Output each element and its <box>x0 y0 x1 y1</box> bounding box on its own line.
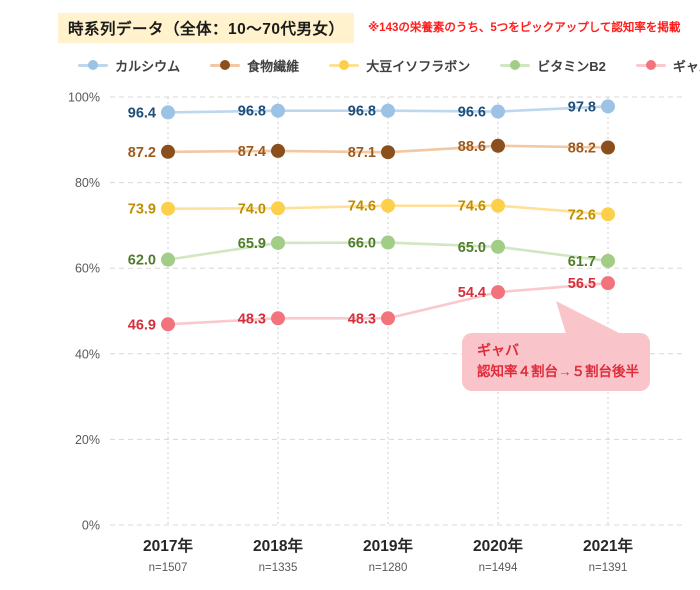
x-label-2019年: 2019年 <box>363 536 413 555</box>
legend-label: カルシウム <box>115 58 181 74</box>
y-tick-0: 0% <box>82 519 100 533</box>
value-label-gaba-2021年: 56.5 <box>568 276 596 292</box>
legend-line-icon <box>500 60 531 70</box>
value-label-calcium-2020年: 96.6 <box>458 105 486 121</box>
point-calcium-2018年 <box>271 103 285 118</box>
value-label-gaba-2020年: 54.4 <box>458 285 486 301</box>
legend-item-vitaminb2: ビタミンB2 <box>500 56 606 75</box>
value-label-isoflavone-2019年: 74.6 <box>348 199 376 215</box>
point-fiber-2021年 <box>601 140 615 155</box>
value-label-fiber-2020年: 88.6 <box>458 139 486 155</box>
point-gaba-2018年 <box>271 311 285 326</box>
point-vitaminb2-2019年 <box>381 235 395 250</box>
value-label-calcium-2017年: 96.4 <box>128 105 156 121</box>
legend: カルシウム 食物繊維 大豆イソフラボン ビタミンB2 ギャバ <box>78 55 700 75</box>
point-fiber-2018年 <box>271 143 285 158</box>
value-label-vitaminb2-2018年: 65.9 <box>238 236 266 252</box>
point-gaba-2021年 <box>601 276 615 291</box>
value-label-isoflavone-2017年: 73.9 <box>128 202 156 218</box>
value-label-isoflavone-2020年: 74.6 <box>458 199 486 215</box>
point-isoflavone-2018年 <box>271 201 285 216</box>
y-tick-100: 100% <box>68 91 100 105</box>
point-calcium-2020年 <box>491 104 505 119</box>
point-isoflavone-2019年 <box>381 198 395 213</box>
value-label-fiber-2021年: 88.2 <box>568 141 596 157</box>
y-tick-40: 40% <box>75 347 100 361</box>
legend-dot-icon <box>510 60 521 70</box>
legend-item-isoflavone: 大豆イソフラボン <box>329 56 470 75</box>
point-gaba-2017年 <box>161 317 175 332</box>
value-label-fiber-2017年: 87.2 <box>128 145 156 161</box>
value-label-isoflavone-2021年: 72.6 <box>568 207 596 223</box>
value-label-gaba-2018年: 48.3 <box>238 311 266 327</box>
value-label-isoflavone-2018年: 74.0 <box>238 201 266 217</box>
legend-dot-icon <box>220 60 231 70</box>
legend-item-calcium: カルシウム <box>78 56 180 75</box>
legend-line-icon <box>329 60 360 70</box>
y-tick-80: 80% <box>75 176 100 190</box>
point-fiber-2019年 <box>381 145 395 160</box>
callout-series-name: ギャバ <box>477 342 519 358</box>
point-gaba-2019年 <box>381 311 395 326</box>
y-tick-60: 60% <box>75 262 100 276</box>
x-label-2021年: 2021年 <box>583 536 633 555</box>
x-label-2020年: 2020年 <box>473 536 523 555</box>
legend-label: ビタミンB2 <box>537 58 606 74</box>
value-label-calcium-2018年: 96.8 <box>238 104 266 120</box>
x-sample-size-2021年: n=1391 <box>589 562 628 574</box>
callout-tail <box>556 301 621 334</box>
legend-item-gaba: ギャバ <box>635 56 700 75</box>
legend-dot-icon <box>88 60 99 70</box>
point-isoflavone-2020年 <box>491 198 505 213</box>
point-calcium-2021年 <box>601 99 615 114</box>
chart-title: 時系列データ（全体：10～70代男女） <box>58 13 355 43</box>
legend-line-icon <box>635 60 666 70</box>
legend-dot-icon <box>645 60 656 70</box>
callout-gaba: ギャバ 認知率４割台→５割台後半 <box>462 333 650 391</box>
x-sample-size-2019年: n=1280 <box>369 562 408 574</box>
legend-label: 大豆イソフラボン <box>366 58 471 74</box>
point-vitaminb2-2020年 <box>491 239 505 254</box>
point-gaba-2020年 <box>491 285 505 300</box>
value-label-gaba-2019年: 48.3 <box>348 311 376 327</box>
point-fiber-2020年 <box>491 138 505 153</box>
value-label-vitaminb2-2019年: 66.0 <box>348 236 376 252</box>
value-label-gaba-2017年: 46.9 <box>128 317 156 333</box>
callout-description: 認知率４割台→５割台後半 <box>477 364 639 379</box>
legend-label: ギャバ <box>672 58 700 74</box>
point-isoflavone-2021年 <box>601 207 615 222</box>
point-isoflavone-2017年 <box>161 201 175 216</box>
value-label-vitaminb2-2021年: 61.7 <box>568 254 596 270</box>
point-vitaminb2-2017年 <box>161 252 175 267</box>
legend-item-fiber: 食物繊維 <box>210 56 299 75</box>
legend-line-icon <box>78 60 109 70</box>
point-calcium-2019年 <box>381 103 395 118</box>
point-fiber-2017年 <box>161 144 175 159</box>
point-calcium-2017年 <box>161 105 175 120</box>
x-sample-size-2018年: n=1335 <box>259 562 298 574</box>
value-label-vitaminb2-2020年: 65.0 <box>458 240 486 256</box>
legend-line-icon <box>210 60 241 70</box>
point-vitaminb2-2021年 <box>601 253 615 268</box>
value-label-fiber-2019年: 87.1 <box>348 145 376 161</box>
point-vitaminb2-2018年 <box>271 235 285 250</box>
value-label-calcium-2021年: 97.8 <box>568 99 596 115</box>
x-sample-size-2017年: n=1507 <box>149 562 188 574</box>
y-tick-20: 20% <box>75 433 100 447</box>
value-label-calcium-2019年: 96.8 <box>348 104 376 120</box>
x-sample-size-2020年: n=1494 <box>479 562 518 574</box>
x-label-2017年: 2017年 <box>143 536 193 555</box>
legend-label: 食物繊維 <box>247 58 300 74</box>
value-label-fiber-2018年: 87.4 <box>238 144 266 160</box>
value-label-vitaminb2-2017年: 62.0 <box>128 253 156 269</box>
legend-dot-icon <box>339 60 350 70</box>
annotation-note: ※143の栄養素のうち、5つをピックアップして認知率を掲載 <box>368 22 681 34</box>
x-label-2018年: 2018年 <box>253 536 303 555</box>
